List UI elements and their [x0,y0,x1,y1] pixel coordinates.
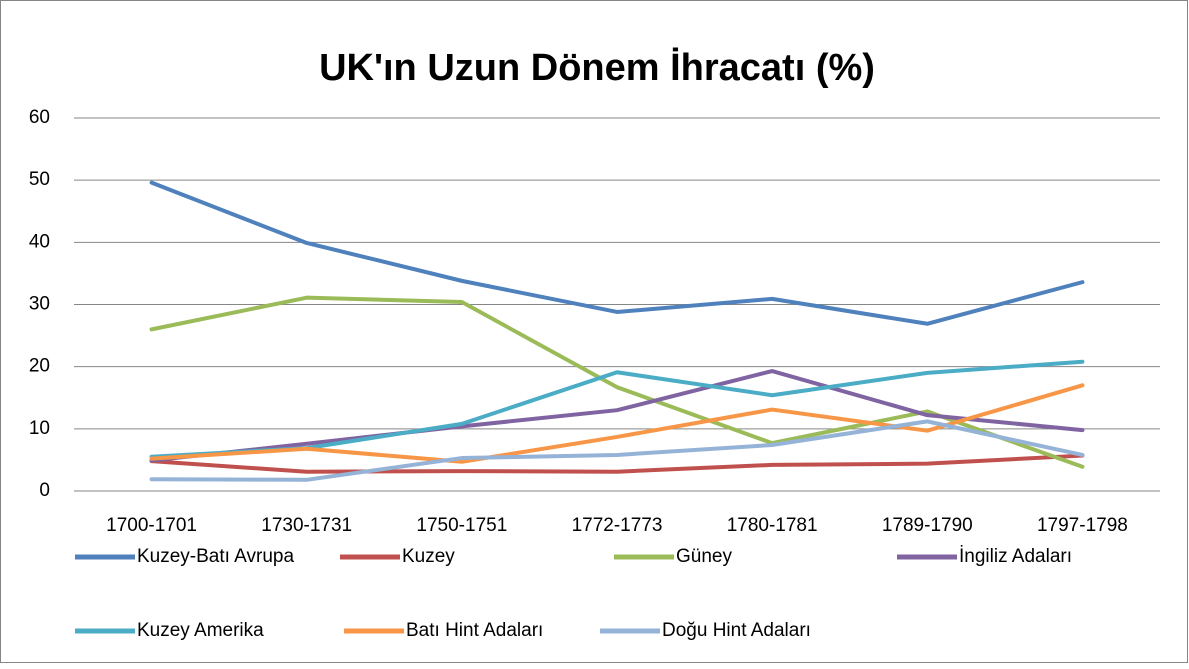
y-tick-label: 30 [29,294,50,315]
y-tick-label: 40 [29,231,50,252]
legend-label: İngiliz Adaları [959,546,1072,567]
line-series [149,453,1085,474]
legend-label: Kuzey Amerika [137,620,264,641]
x-tick-label: 1730-1731 [261,515,352,536]
chart-title: UK'ın Uzun Dönem İhracatı (%) [319,47,875,89]
legend-label: Batı Hint Adaları [406,620,543,641]
y-tick-label: 60 [29,107,50,128]
legend-label: Doğu Hint Adaları [662,620,811,641]
x-tick-label: 1789-1790 [882,515,973,536]
line-series [149,295,1085,469]
legend-label: Kuzey-Batı Avrupa [137,546,294,567]
x-tick-label: 1797-1798 [1037,515,1128,536]
line-series [149,180,1085,326]
line-series [149,383,1085,464]
x-tick-label: 1780-1781 [727,515,818,536]
x-tick-label: 1700-1701 [106,515,197,536]
legend-label: Güney [676,546,732,567]
y-tick-label: 20 [29,356,50,377]
y-tick-label: 50 [29,169,50,190]
x-tick-label: 1750-1751 [416,515,507,536]
line-series [149,419,1085,482]
x-tick-label: 1772-1773 [572,515,663,536]
legend-label: Kuzey [402,546,455,567]
y-tick-label: 10 [29,418,50,439]
y-tick-label: 0 [39,480,50,501]
line-series [149,369,1085,463]
